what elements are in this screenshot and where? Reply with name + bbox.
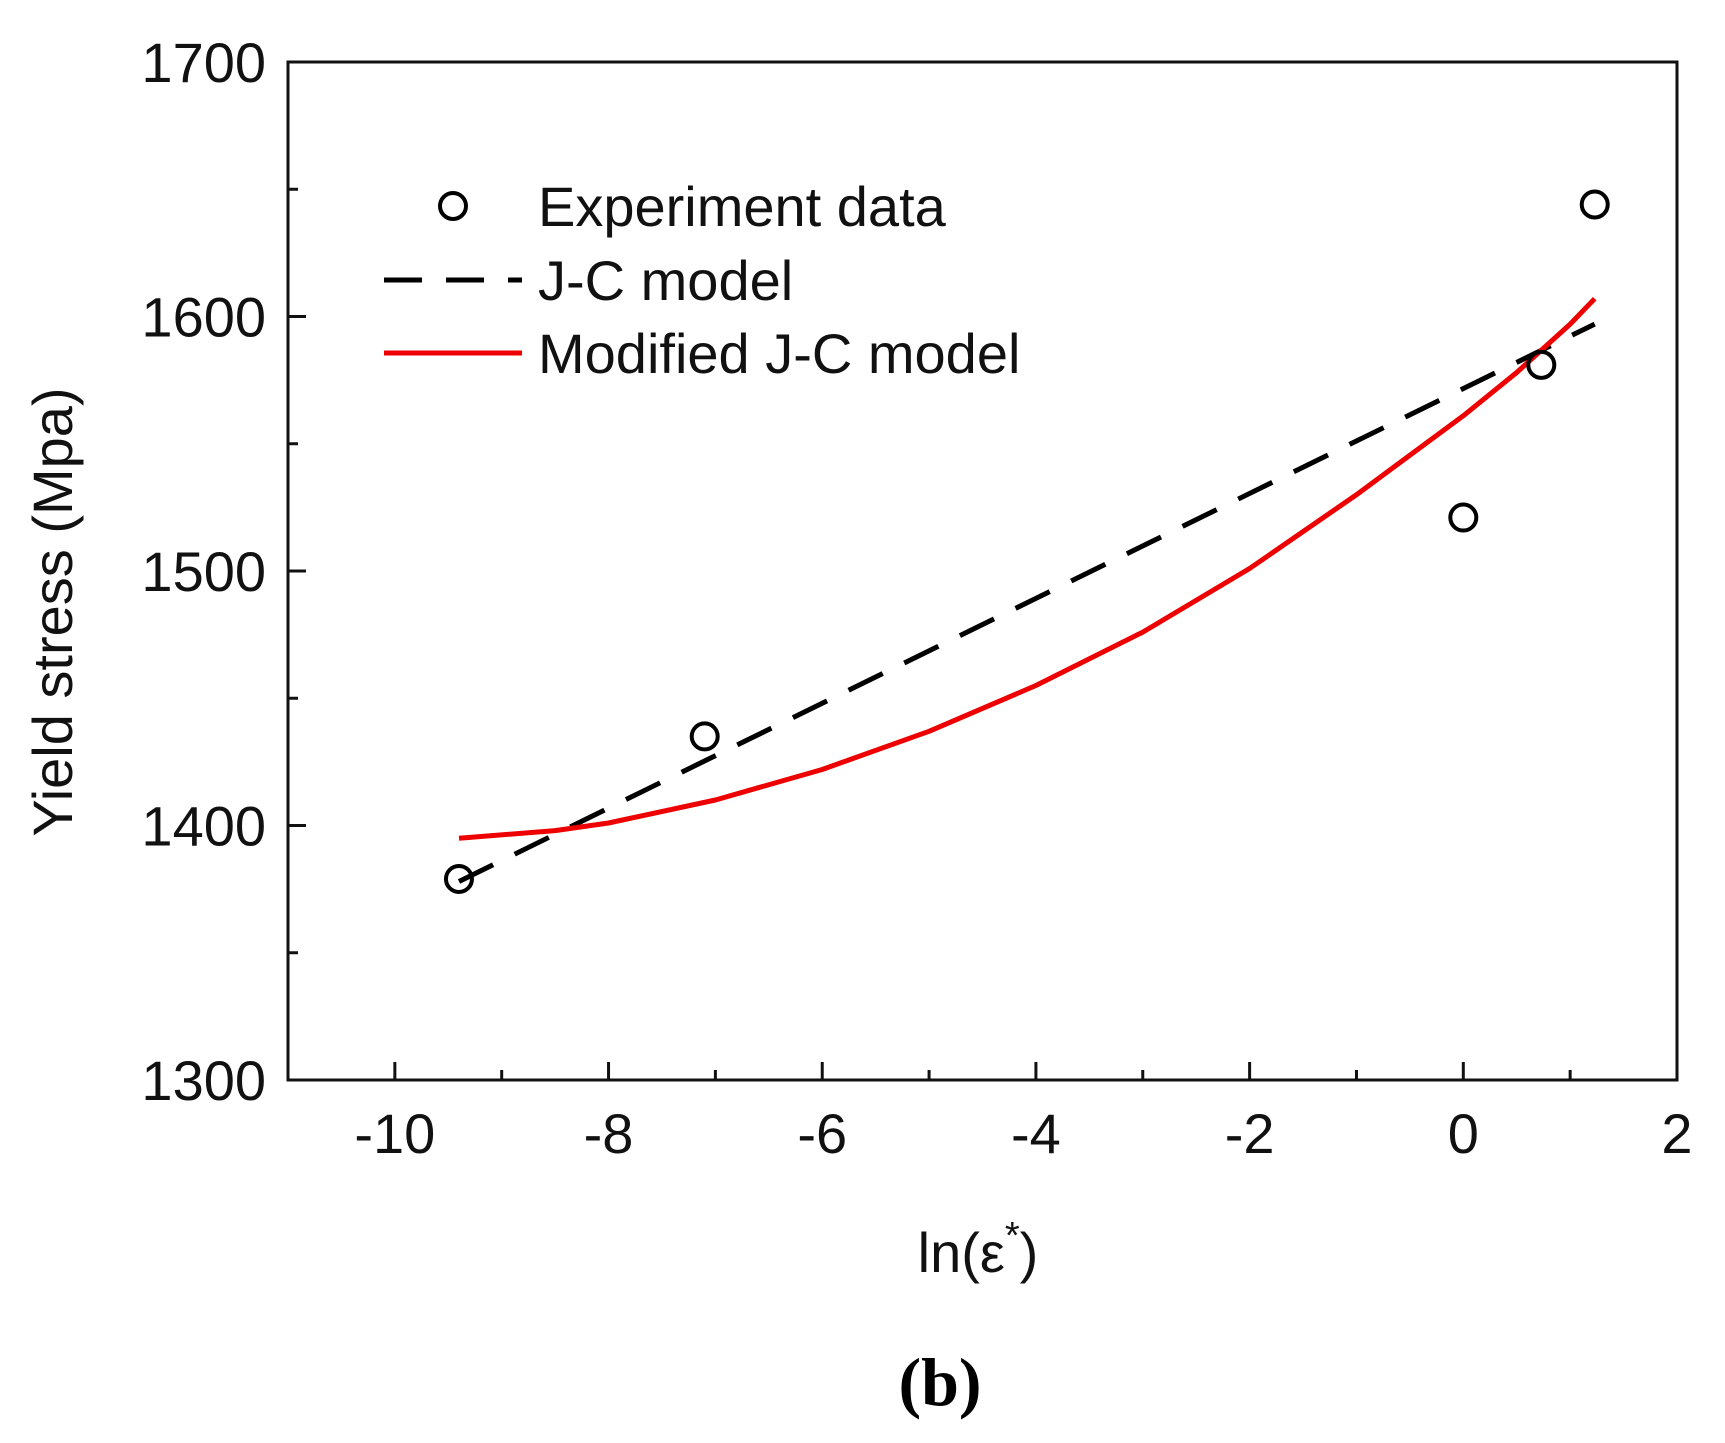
x-tick-label: -10 <box>354 1102 435 1165</box>
x-tick-label: 0 <box>1448 1102 1479 1165</box>
experiment-data-point <box>1526 349 1557 380</box>
y-axis-title: Yield stress (Mpa) <box>21 387 84 836</box>
axes-layer: -10 -8 -6 -4 -2 0 2 1300 1400 1500 1600 1700 <box>141 31 1692 1165</box>
legend-label: Experiment data <box>538 175 947 238</box>
x-axis-title: ln(ε*) <box>918 1215 1039 1284</box>
experiment-data-point <box>443 863 474 894</box>
modified-jc-model-line <box>458 296 1597 841</box>
legend: Experiment data J-C model Modified J-C mod… <box>384 175 1020 385</box>
x-tick-label: 2 <box>1661 1102 1692 1165</box>
x-tick-label: -8 <box>584 1102 634 1165</box>
legend-label: J-C model <box>538 249 793 312</box>
experiment-data-point <box>1448 502 1479 533</box>
x-tick-label: -4 <box>1011 1102 1061 1165</box>
series-layer <box>443 189 1610 894</box>
y-tick-label: 1500 <box>141 540 266 603</box>
x-axis-title-sup: * <box>1005 1215 1020 1257</box>
y-tick-label: 1300 <box>141 1049 266 1112</box>
y-tick-label: 1700 <box>141 31 266 94</box>
legend-label: Modified J-C model <box>538 322 1020 385</box>
y-tick-label: 1400 <box>141 795 266 858</box>
jc-model-line <box>457 321 1596 884</box>
panel-label: (b) <box>898 1344 981 1420</box>
experiment-data-point <box>1579 189 1610 220</box>
y-tick-label: 1600 <box>141 286 266 349</box>
experiment-data-point <box>689 721 720 752</box>
x-axis-title-base: ln(ε <box>918 1221 1005 1284</box>
x-tick-label: -2 <box>1225 1102 1275 1165</box>
x-axis-title-close: ) <box>1020 1221 1039 1284</box>
legend-marker-experiment-data <box>438 191 468 221</box>
x-tick-label: -6 <box>797 1102 847 1165</box>
